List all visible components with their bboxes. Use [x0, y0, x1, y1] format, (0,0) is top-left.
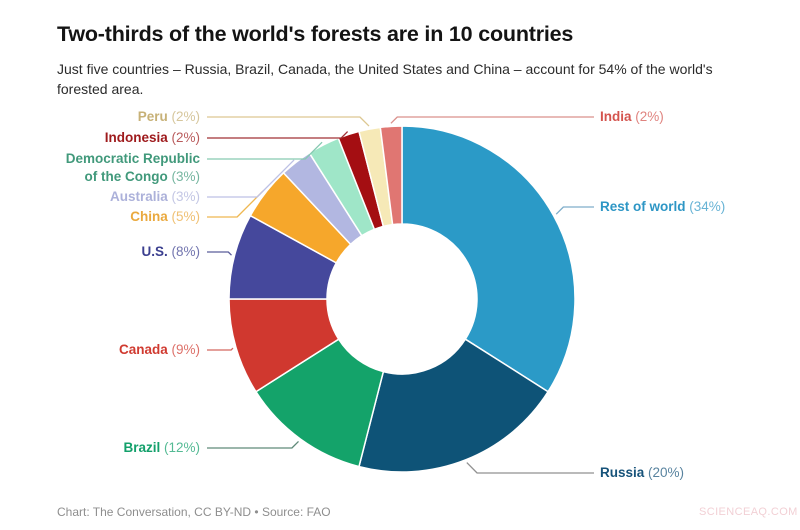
leader-line-u-s	[207, 251, 232, 256]
leader-line-china	[207, 190, 264, 218]
slice-label-rest-of-world: Rest of world (34%)	[600, 198, 725, 216]
leader-line-rest-of-world	[555, 206, 594, 215]
slice-label-peru: Peru (2%)	[138, 108, 200, 126]
slice-percent: (3%)	[167, 189, 200, 205]
leader-line-russia	[466, 462, 594, 474]
slice-percent: (12%)	[160, 440, 200, 456]
slice-label-democratic-republic-of-the-congo: Democratic Republic of the Congo (3%)	[66, 150, 200, 186]
slice-label-australia: Australia (3%)	[110, 188, 200, 206]
slice-name: Peru	[137, 109, 168, 125]
slice-label-canada: Canada (9%)	[119, 341, 200, 359]
leader-line-indonesia	[207, 131, 349, 139]
slice-name: Russia	[600, 465, 645, 481]
slice-label-russia: Russia (20%)	[600, 464, 684, 482]
slice-percent: (2%)	[167, 130, 200, 146]
slice-label-china: China (5%)	[130, 208, 200, 226]
slice-name: Democratic Republic	[65, 151, 200, 167]
slice-name: Indonesia	[104, 130, 168, 146]
slice-name: of the Congo	[84, 169, 168, 184]
pie-slice-rest-of-world	[401, 125, 576, 393]
slice-label-u-s: U.S. (8%)	[141, 243, 200, 261]
leader-line-peru	[207, 116, 370, 127]
slice-percent: (3%)	[167, 169, 200, 184]
footer-credit: Chart: The Conversation, CC BY-ND • Sour…	[57, 505, 331, 519]
slice-name: Canada	[118, 342, 168, 358]
leader-line-india	[390, 116, 594, 124]
leader-line-brazil	[207, 440, 299, 449]
slice-percent: (8%)	[167, 244, 200, 260]
leader-line-canada	[207, 347, 234, 351]
slice-percent: (34%)	[685, 199, 726, 215]
leader-line-democratic-republic-of-the-congo	[207, 141, 323, 160]
pie-slice-russia	[358, 338, 550, 473]
chart-title: Two-thirds of the world's forests are in…	[57, 22, 574, 47]
slice-name: Australia	[109, 189, 168, 205]
chart-subtitle: Just five countries – Russia, Brazil, Ca…	[57, 61, 713, 98]
slice-label-india: India (2%)	[600, 108, 664, 126]
slice-percent: (2%)	[631, 109, 664, 125]
slice-percent: (2%)	[167, 109, 200, 125]
slice-percent: (5%)	[167, 209, 200, 225]
slice-name: Brazil	[123, 440, 161, 456]
slice-name: China	[130, 209, 168, 225]
pie-slice-india	[379, 125, 403, 226]
slice-name: Rest of world	[600, 199, 686, 215]
slice-percent: (20%)	[644, 465, 685, 481]
slice-name: India	[600, 109, 632, 125]
slice-label-brazil: Brazil (12%)	[123, 439, 200, 457]
watermark: SCIENCEAQ.COM	[699, 506, 798, 518]
leader-line-australia	[207, 159, 295, 198]
slice-label-indonesia: Indonesia (2%)	[105, 129, 200, 147]
slice-percent: (9%)	[167, 342, 200, 358]
slice-name: U.S.	[141, 244, 168, 260]
